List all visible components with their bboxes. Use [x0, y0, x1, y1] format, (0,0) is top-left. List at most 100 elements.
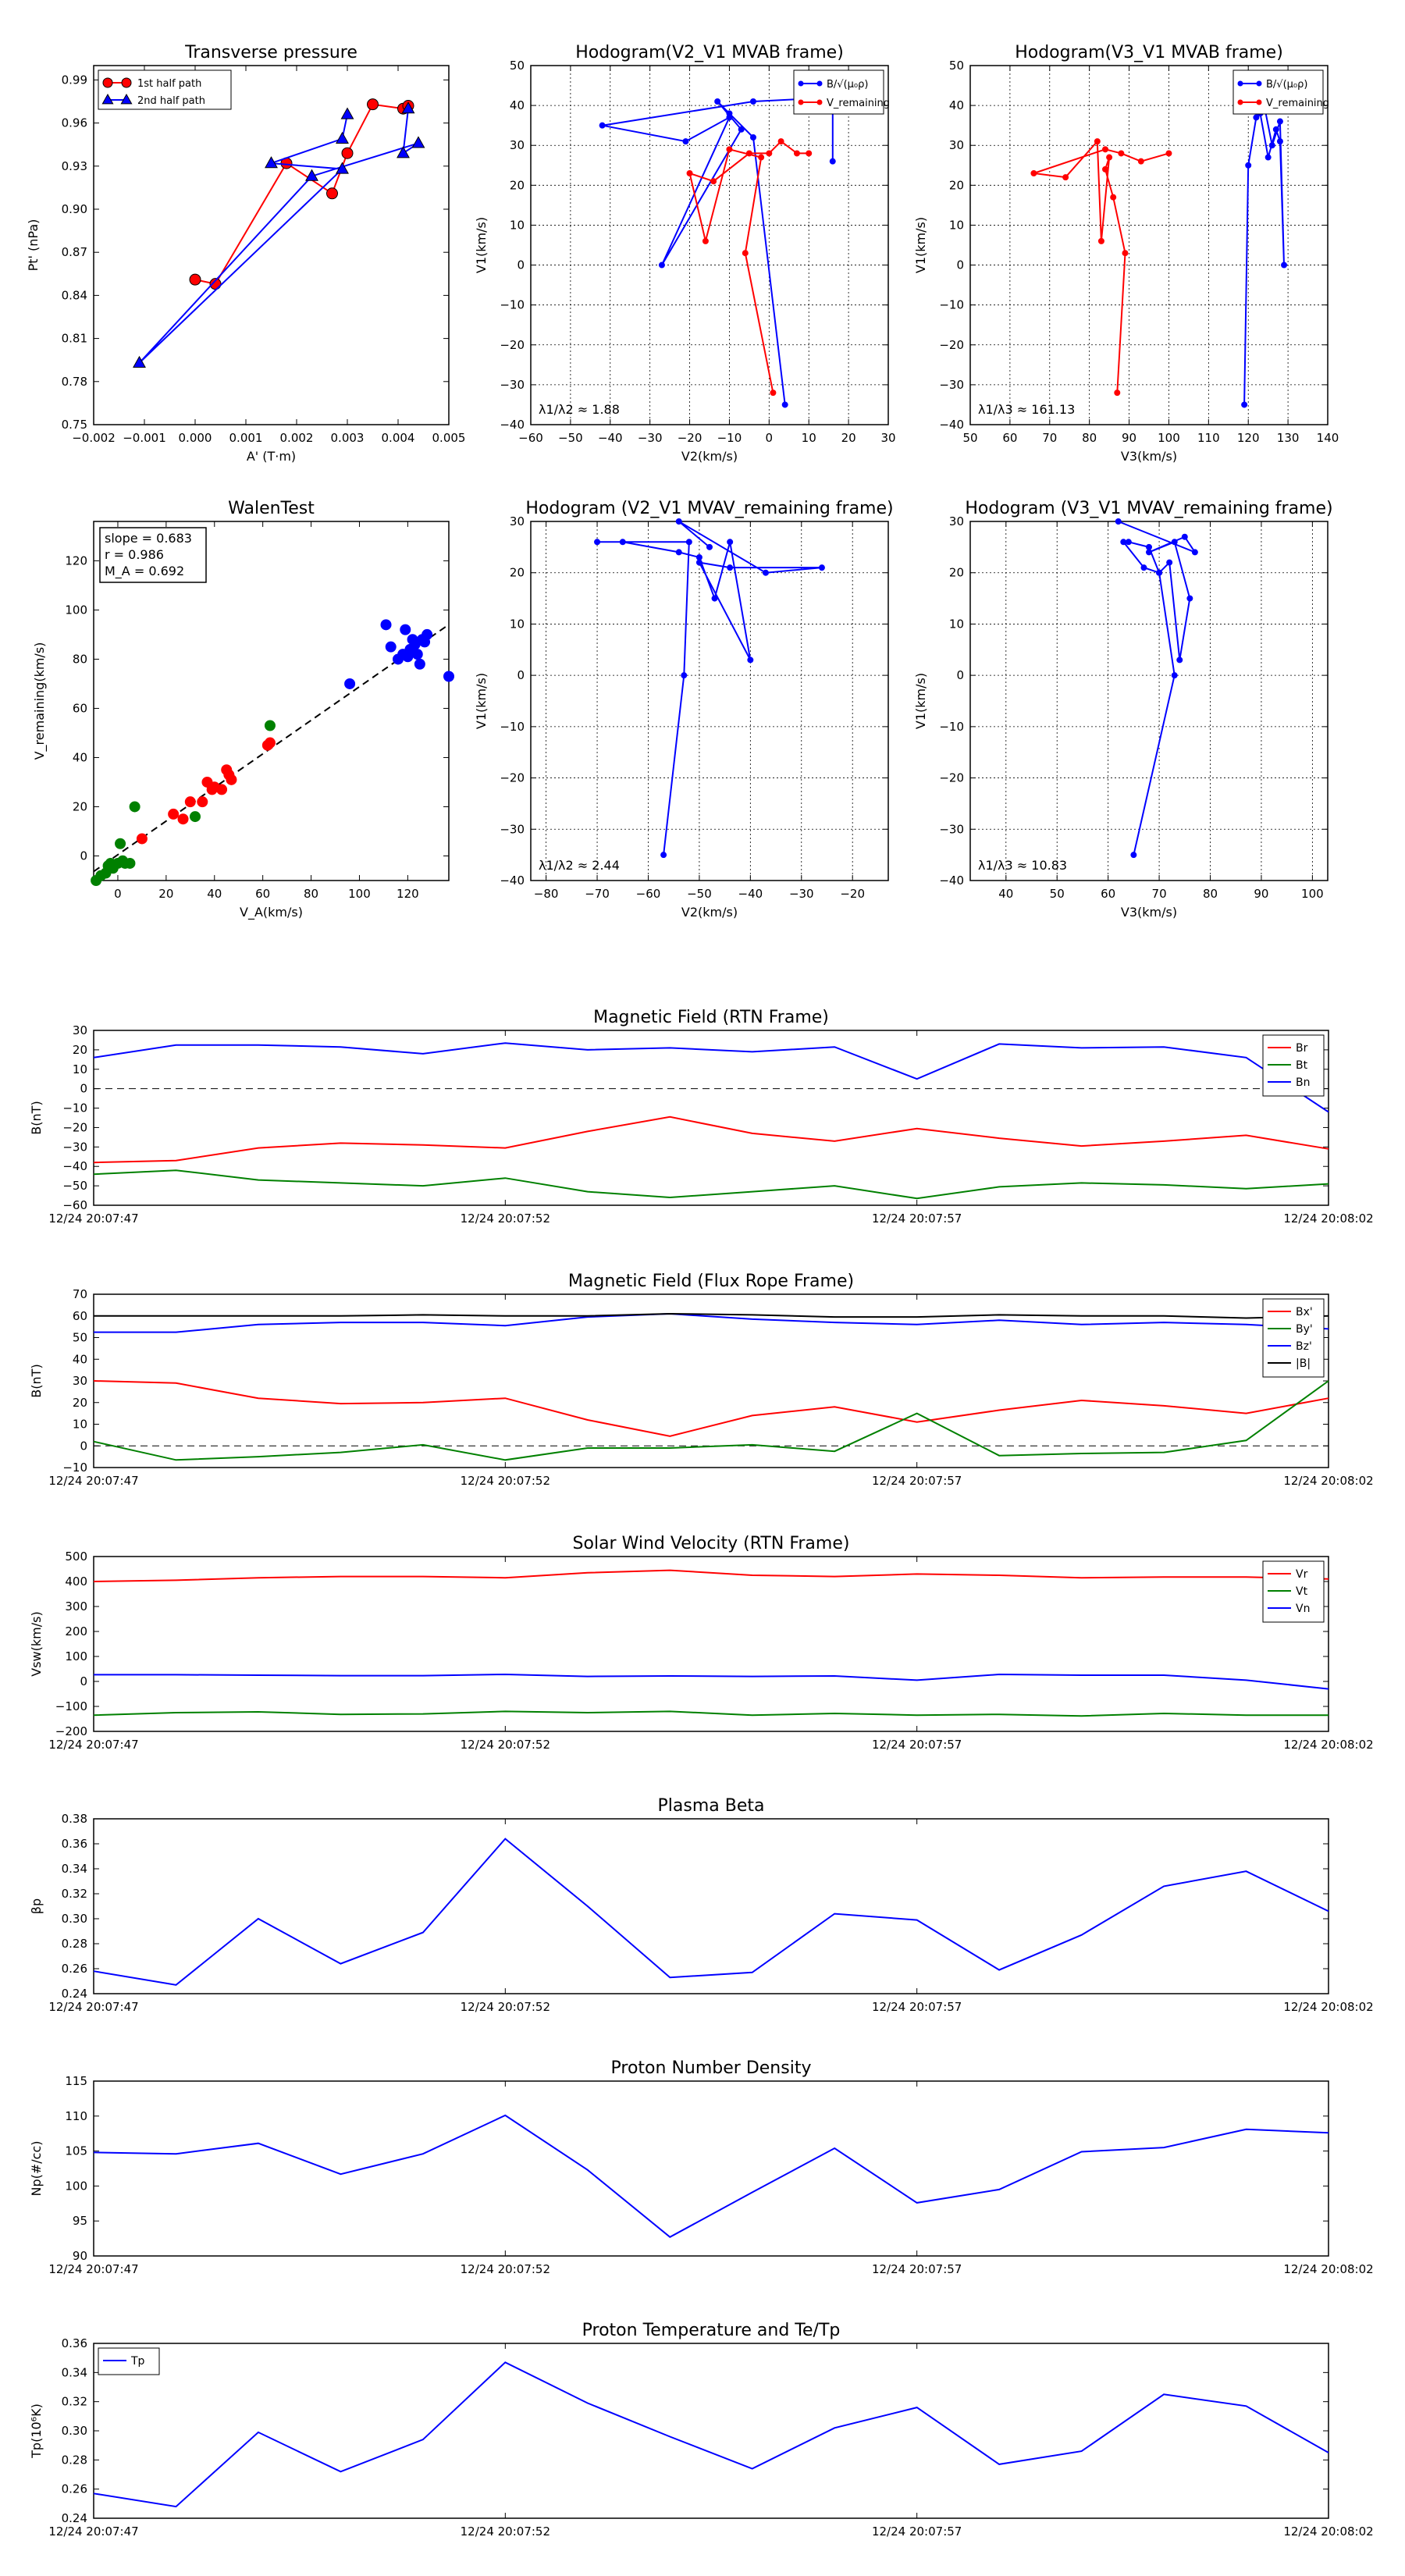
y-tick-label: 0.81: [62, 332, 87, 346]
hodogram-point: [762, 569, 769, 576]
y-tick-label: −40: [62, 1159, 87, 1173]
chart-title: Hodogram (V2_V1 MVAV_remaining frame): [525, 499, 893, 518]
x-tick-label: 20: [841, 431, 856, 445]
time-tick-label: 12/24 20:07:57: [872, 2000, 962, 2014]
hodogram-path: [602, 96, 834, 405]
x-tick-label: 20: [158, 887, 173, 901]
chart-mag_fr: −10 0 10 20 30 40 50 60 70 12/24 20:07:47 12/24 20…: [29, 1272, 1374, 1488]
y-tick-label: 0.26: [62, 2482, 87, 2496]
legend-label: Br: [1296, 1042, 1308, 1055]
y-tick-label: 0.28: [62, 2453, 87, 2467]
y-tick-label: 110: [65, 2109, 87, 2123]
x-tick-label: 90: [1254, 887, 1268, 901]
hodogram-point: [1264, 154, 1272, 161]
series-line-bx: [93, 1380, 1329, 1437]
series-line-by: [93, 1380, 1329, 1461]
chart-title: Proton Number Density: [611, 2058, 812, 2078]
series-line-tp: [93, 2361, 1329, 2508]
walen-point-red: [136, 833, 148, 845]
data-point: [326, 187, 338, 200]
hodogram-point: [1165, 150, 1172, 157]
walen-point-green: [115, 838, 126, 849]
y-tick-label: 0.96: [62, 116, 87, 130]
walen-point-blue: [411, 649, 423, 660]
data-point: [367, 98, 379, 111]
walen-point-green: [129, 801, 140, 813]
data-point: [397, 146, 410, 158]
chart-transverse-pressure: −0.002 −0.001 0.000 0.001 0.002 0.003 0.004 0.0…: [26, 43, 465, 464]
x-tick-label: 30: [880, 431, 895, 445]
y-tick-label: −30: [500, 822, 525, 836]
x-tick-label: −10: [717, 431, 742, 445]
x-tick-label: 0.000: [179, 431, 212, 445]
legend-label: B/√(μ₀ρ): [827, 79, 868, 91]
x-tick-label: 100: [1301, 887, 1324, 901]
y-tick-label: 0.84: [62, 288, 87, 302]
y-tick-label: 10: [73, 1418, 87, 1432]
legend-label: Vt: [1296, 1585, 1308, 1598]
axes-frame: [93, 65, 450, 425]
hodogram-point: [1130, 852, 1137, 859]
x-tick-label: 60: [1002, 431, 1017, 445]
y-tick-label: 100: [65, 603, 87, 617]
walen-point-red: [216, 784, 228, 795]
y-tick-label: 115: [65, 2074, 87, 2088]
legend-marker: [1237, 80, 1243, 87]
stats-line: r = 0.986: [105, 547, 164, 562]
y-tick-label: 0.32: [62, 1887, 87, 1901]
y-tick-label: 10: [949, 617, 964, 631]
x-tick-label: −40: [738, 887, 763, 901]
x-axis-label: V_A(km/s): [240, 905, 303, 920]
hodogram-point: [1272, 126, 1279, 133]
legend-marker: [816, 99, 823, 105]
legend-label: Vr: [1296, 1568, 1308, 1581]
legend-label: 1st half path: [137, 78, 201, 90]
hodogram-point: [726, 114, 733, 121]
y-tick-label: −10: [500, 298, 525, 312]
hodogram-point: [1276, 118, 1283, 125]
y-tick-label: 0.32: [62, 2395, 87, 2409]
hodogram-point: [758, 154, 765, 161]
y-tick-label: 0: [80, 1674, 87, 1688]
time-tick-label: 12/24 20:07:57: [872, 2262, 962, 2276]
hodogram-point: [829, 158, 836, 165]
time-tick-label: 12/24 20:07:47: [48, 1738, 138, 1752]
hodogram-point: [1114, 390, 1121, 397]
hodogram-point: [793, 150, 800, 157]
hodogram-point: [619, 539, 626, 546]
x-tick-label: 130: [1277, 431, 1300, 445]
x-axis-label: A' (T·m): [247, 449, 296, 464]
walen-point-red: [264, 737, 276, 749]
hodogram-point: [1146, 543, 1152, 550]
y-tick-label: −20: [939, 338, 964, 352]
hodogram-point: [766, 150, 773, 157]
hodogram-point: [1186, 595, 1193, 602]
legend-marker: [798, 80, 804, 87]
hodogram-point: [1118, 150, 1125, 157]
series-line-bn: [93, 1042, 1329, 1113]
hodogram-point: [770, 390, 777, 397]
legend-label: Tp: [130, 2355, 145, 2368]
y-tick-label: −50: [62, 1179, 87, 1193]
walen-point-blue: [344, 678, 356, 689]
x-tick-label: −20: [678, 431, 702, 445]
hodogram-point: [777, 138, 784, 145]
y-tick-label: 0.36: [62, 1837, 87, 1851]
stats-box: [99, 527, 207, 583]
hodogram-path: [1243, 97, 1285, 405]
axes-frame: [93, 1818, 1329, 1994]
hodogram-point: [702, 237, 709, 244]
y-tick-label: −40: [500, 873, 525, 888]
time-tick-label: 12/24 20:08:02: [1283, 2000, 1373, 2014]
y-tick-label: 60: [73, 1309, 87, 1323]
y-tick-label: 10: [510, 617, 525, 631]
y-tick-label: −10: [939, 720, 964, 734]
data-point: [189, 273, 201, 286]
legend-marker: [1256, 99, 1262, 105]
chart-h2: 50 60 70 80 90 100 110 120 130 140 −40 −30 −20 −10 0 10…: [913, 43, 1339, 464]
hodogram-point: [742, 250, 749, 257]
hodogram-point: [1140, 564, 1147, 571]
y-tick-label: −10: [939, 298, 964, 312]
x-tick-label: 0.001: [229, 431, 263, 445]
y-tick-label: 20: [949, 178, 964, 192]
